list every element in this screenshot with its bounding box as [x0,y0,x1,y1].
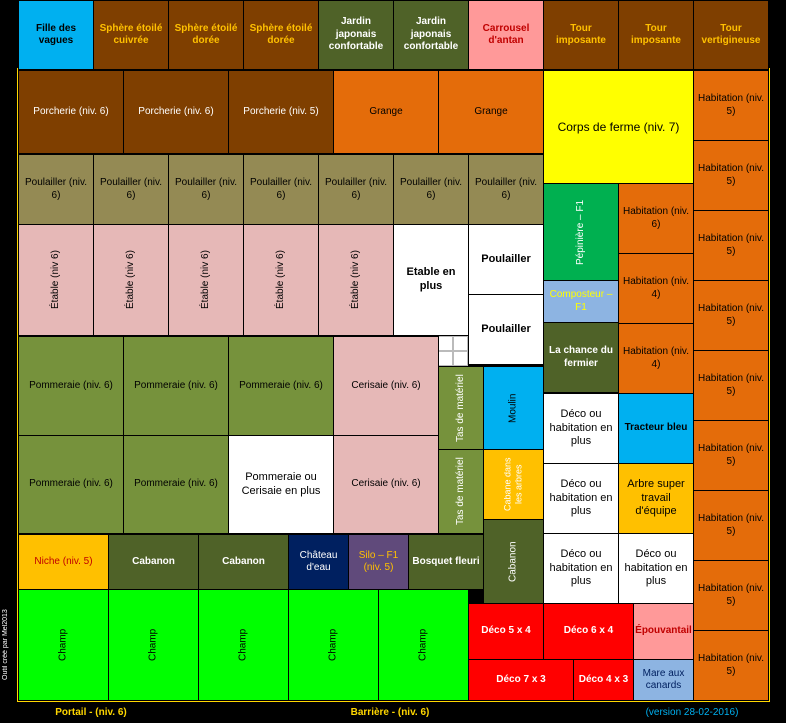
poulailler-plain: Poulailler [468,224,544,295]
poulailler: Poulailler (niv. 6) [168,154,244,225]
pommeraie: Pommeraie (niv. 6) [123,435,229,534]
chateau-d-eau: Château d'eau [288,534,349,590]
frame-line-bottom [18,700,770,702]
cabanon-vertical: Cabanon [483,519,544,604]
deco: Déco 6 x 4 [543,603,634,660]
arbre-super-travail: Arbre super travail d'équipe [618,463,694,534]
top-cell: Jardin japonais confortable [318,0,394,70]
deco-ou-habitation: Déco ou habitation en plus [543,463,619,534]
habitation-mid: Habitation (niv. 4) [618,253,694,324]
chance-du-fermier: La chance du fermier [543,322,619,393]
poulailler: Poulailler (niv. 6) [18,154,94,225]
mare-aux-canards: Mare aux canards [633,659,694,701]
habitation-right: Habitation (niv. 5) [693,210,769,281]
champ: Champ [288,589,379,701]
pommeraie: Pommeraie (niv. 6) [123,336,229,436]
footer-version: (version 28-02-2016) [616,705,768,719]
epouvantail: Épouvantail [633,603,694,660]
habitation-right: Habitation (niv. 5) [693,420,769,491]
porcherie: Porcherie (niv. 6) [18,70,124,154]
poulailler: Poulailler (niv. 6) [468,154,544,225]
silo: Silo – F1 (niv. 5) [348,534,409,590]
empty-cell [453,351,468,366]
deco-ou-habitation: Déco ou habitation en plus [543,393,619,464]
champ: Champ [378,589,469,701]
empty-cell [438,336,453,351]
champ: Champ [198,589,289,701]
tas-de-materiel: Tas de matériel [438,366,484,450]
etable: Étable (niv 6) [18,224,94,336]
tas-de-materiel: Tas de matériel [438,449,484,534]
pommeraie-ou-cerisaie: Pommeraie ou Cerisaie en plus [228,435,334,534]
cerisaie: Cerisaie (niv. 6) [333,435,439,534]
deco: Déco 5 x 4 [468,603,544,660]
niche: Niche (niv. 5) [18,534,109,590]
habitation-right: Habitation (niv. 5) [693,350,769,421]
top-cell: Jardin japonais confortable [393,0,469,70]
etable: Étable (niv 6) [93,224,169,336]
deco-ou-habitation: Déco ou habitation en plus [618,533,694,604]
pommeraie: Pommeraie (niv. 6) [18,336,124,436]
cerisaie: Cerisaie (niv. 6) [333,336,439,436]
champ: Champ [18,589,109,701]
pepiniere: Pépinière – F1 [543,183,619,281]
top-cell: Tour imposante [543,0,619,70]
champ: Champ [108,589,199,701]
credit-text: Outil créé par Mel2013 [2,609,9,681]
corps-de-ferme: Corps de ferme (niv. 7) [543,70,694,184]
composteur: Composteur – F1 [543,280,619,323]
habitation-right: Habitation (niv. 5) [693,70,769,141]
top-cell: Sphère étoilé cuivrée [93,0,169,70]
top-cell: Fille des vagues [18,0,94,70]
habitation-mid: Habitation (niv. 6) [618,183,694,254]
habitation-right: Habitation (niv. 5) [693,490,769,561]
top-cell: Carrousel d'antan [468,0,544,70]
poulailler: Poulailler (niv. 6) [243,154,319,225]
poulailler-plain: Poulailler [468,294,544,365]
cabanon: Cabanon [108,534,199,590]
etable: Étable (niv 6) [168,224,244,336]
grange: Grange [333,70,439,154]
empty-cell [453,336,468,351]
poulailler: Poulailler (niv. 6) [93,154,169,225]
poulailler: Poulailler (niv. 6) [393,154,469,225]
top-cell: Tour vertigineuse [693,0,769,70]
moulin: Moulin [483,366,544,450]
grange: Grange [438,70,544,154]
habitation-right: Habitation (niv. 5) [693,630,769,701]
etable-en-plus: Etable en plus [393,224,469,336]
deco-ou-habitation: Déco ou habitation en plus [543,533,619,604]
habitation-right: Habitation (niv. 5) [693,280,769,351]
tracteur-bleu: Tracteur bleu [618,393,694,464]
deco: Déco 4 x 3 [573,659,634,701]
porcherie: Porcherie (niv. 6) [123,70,229,154]
etable: Étable (niv 6) [243,224,319,336]
top-cell: Tour imposante [618,0,694,70]
footer-barriere: Barrière - (niv. 6) [170,705,610,719]
top-cell: Sphère étoilé dorée [243,0,319,70]
bosquet-fleuri: Bosquet fleuri [408,534,484,590]
etable: Étable (niv 6) [318,224,394,336]
porcherie: Porcherie (niv. 5) [228,70,334,154]
pommeraie: Pommeraie (niv. 6) [18,435,124,534]
habitation-right: Habitation (niv. 5) [693,140,769,211]
top-cell: Sphère étoilé dorée [168,0,244,70]
poulailler: Poulailler (niv. 6) [318,154,394,225]
cabane-dans-les-arbres: Cabane dans les arbres [483,449,544,520]
cabanon: Cabanon [198,534,289,590]
frame-line-right [768,68,770,702]
habitation-right: Habitation (niv. 5) [693,560,769,631]
empty-cell [438,351,453,366]
pommeraie: Pommeraie (niv. 6) [228,336,334,436]
habitation-mid: Habitation (niv. 4) [618,323,694,394]
footer-portail: Portail - (niv. 6) [18,705,164,719]
deco: Déco 7 x 3 [468,659,574,701]
